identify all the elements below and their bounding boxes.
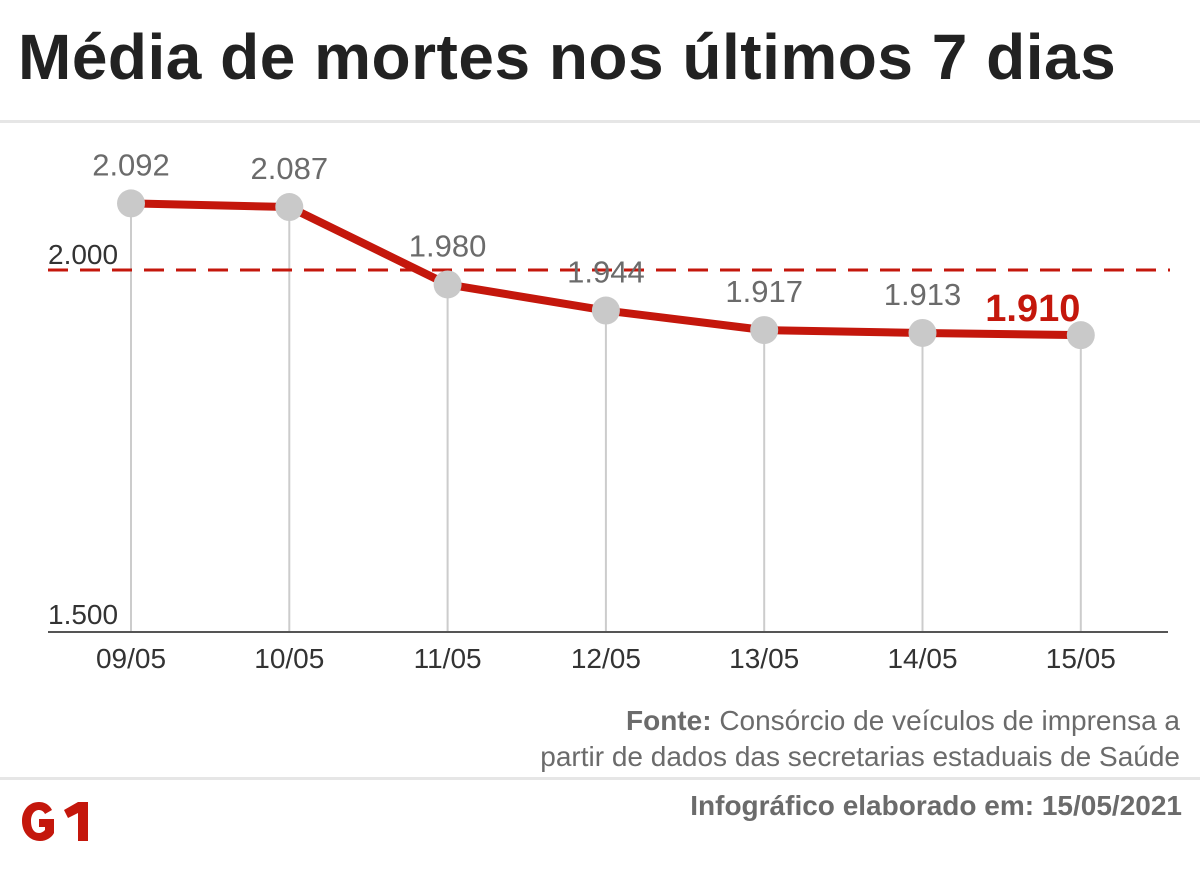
data-label-highlight: 1.910 [985,288,1080,330]
source-note: Fonte: Consórcio de veículos de imprensa… [420,703,1180,775]
chart-title: Média de mortes nos últimos 7 dias [18,21,1117,93]
source-text-line2: partir de dados das secretarias estaduai… [540,741,1180,772]
data-point [433,270,462,299]
g1-logo [22,802,88,841]
footer-divider [0,777,1200,780]
data-point [275,193,304,222]
data-point [908,318,937,347]
x-tick-label: 11/05 [414,643,482,674]
x-tick-label: 15/05 [1046,643,1116,674]
data-point [1066,321,1095,350]
credit-note: Infográfico elaborado em: 15/05/2021 [690,790,1182,822]
y-tick-label: 2.000 [48,239,118,270]
y-tick-label: 1.500 [48,599,118,630]
source-label: Fonte: [626,705,712,736]
data-label: 2.087 [251,151,329,186]
x-tick-label: 10/05 [254,643,324,674]
data-label: 2.092 [92,147,170,182]
data-label: 1.917 [725,274,803,309]
data-point [117,189,145,218]
data-point [750,316,779,345]
data-label: 1.944 [567,255,645,290]
data-point [591,296,620,325]
x-tick-label: 12/05 [571,643,641,674]
data-label: 1.913 [884,277,962,312]
x-tick-label: 09/05 [96,643,166,674]
line-chart: 09/05 10/05 11/05 12/05 13/05 14/05 15/05 1.500… [48,147,1170,674]
credit-label: Infográfico elaborado em: [690,790,1035,821]
credit-date: 15/05/2021 [1041,790,1182,821]
title-divider [0,120,1200,123]
x-tick-label: 13/05 [729,643,799,674]
x-tick-label: 14/05 [887,643,957,674]
data-label: 1.980 [409,228,487,263]
source-text-line1: Consórcio de veículos de imprensa a [719,705,1180,736]
